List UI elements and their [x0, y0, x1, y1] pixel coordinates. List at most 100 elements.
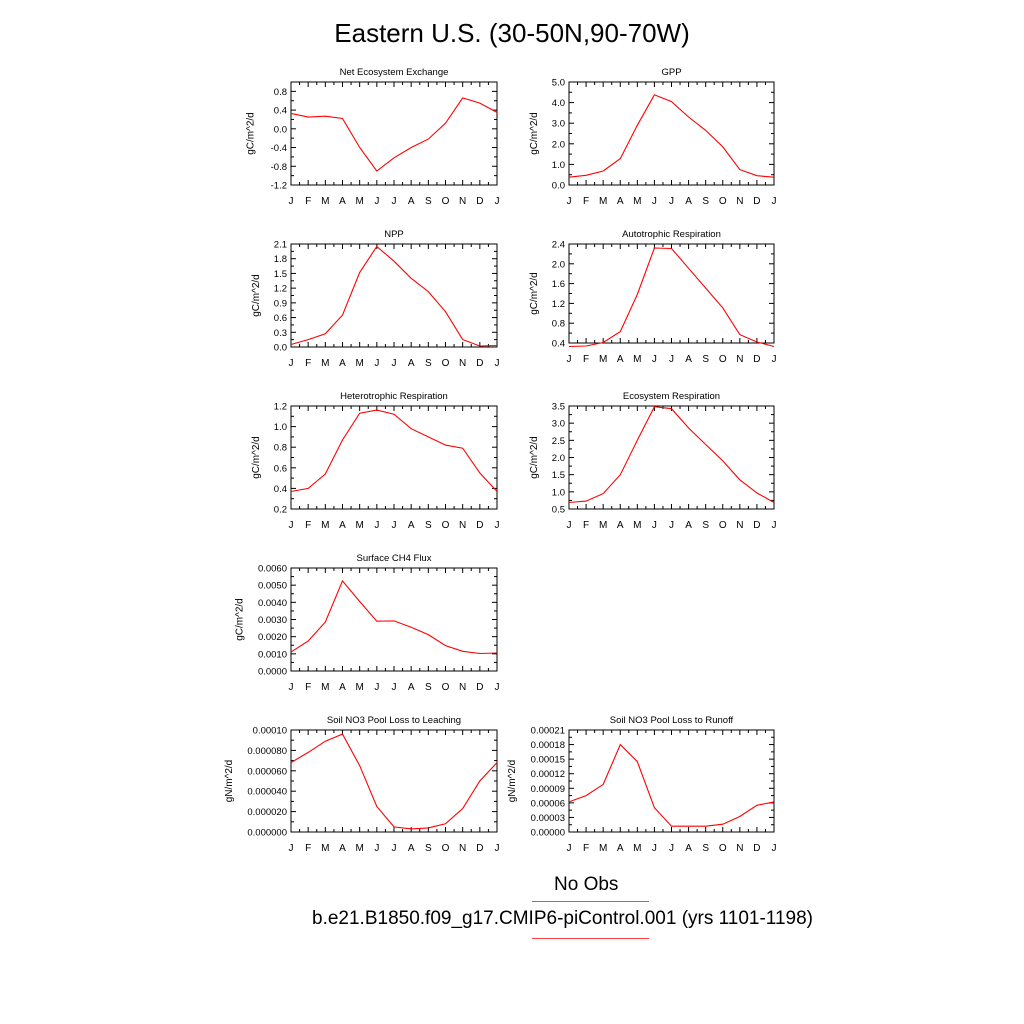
data-point — [411, 627, 412, 628]
x-tick-label: A — [339, 196, 346, 207]
y-tick-label: 0.5 — [552, 505, 565, 516]
x-tick-label: A — [617, 843, 624, 854]
x-tick-label: J — [289, 358, 294, 369]
y-axis-label: gC/m^2/d — [251, 436, 262, 479]
x-tick-label: A — [408, 843, 415, 854]
data-point — [756, 492, 757, 493]
x-tick-label: M — [355, 358, 363, 369]
x-tick-label: F — [305, 196, 311, 207]
x-tick-label: F — [583, 520, 589, 531]
data-point — [325, 473, 326, 474]
data-point — [654, 247, 655, 248]
x-tick-label: J — [392, 358, 397, 369]
data-point — [637, 440, 638, 441]
data-point — [393, 261, 394, 262]
data-point — [393, 620, 394, 621]
data-point — [756, 175, 757, 176]
x-tick-label: J — [374, 358, 379, 369]
y-tick-label: 0.9 — [274, 298, 287, 309]
x-tick-label: N — [459, 520, 466, 531]
y-tick-label: -0.8 — [271, 162, 287, 173]
y-tick-label: 0.0 — [274, 124, 287, 135]
x-tick-label: M — [355, 843, 363, 854]
x-tick-label: O — [442, 843, 450, 854]
x-tick-label: M — [599, 520, 607, 531]
y-tick-label: 0.00006 — [531, 798, 565, 809]
panel-title: Surface CH4 Flux — [357, 553, 432, 564]
data-point — [705, 826, 706, 827]
x-tick-label: D — [476, 520, 483, 531]
data-point — [359, 272, 360, 273]
legend-obs-label: No Obs — [554, 874, 619, 895]
data-point — [496, 491, 497, 492]
data-point — [376, 170, 377, 171]
data-point — [722, 460, 723, 461]
x-tick-label: J — [392, 196, 397, 207]
legend-obs-line — [532, 901, 649, 902]
data-point — [479, 780, 480, 781]
x-tick-label: M — [355, 520, 363, 531]
x-tick-label: J — [495, 843, 500, 854]
x-tick-label: D — [476, 843, 483, 854]
series-line — [568, 406, 775, 504]
y-tick-label: 0.00021 — [531, 726, 565, 737]
x-tick-label: D — [476, 196, 483, 207]
data-point — [359, 765, 360, 766]
x-tick-label: O — [719, 520, 727, 531]
y-tick-label: 0.000040 — [247, 787, 287, 798]
x-tick-label: J — [392, 682, 397, 693]
y-tick-label: 2.4 — [552, 240, 565, 251]
y-tick-label: 0.0060 — [258, 564, 287, 575]
x-tick-label: J — [652, 520, 657, 531]
y-tick-label: 0.6 — [274, 313, 287, 324]
x-tick-label: M — [633, 843, 641, 854]
y-tick-label: 0.0020 — [258, 632, 287, 643]
x-tick-label: A — [408, 682, 415, 693]
data-point — [722, 307, 723, 308]
panel-title: NPP — [384, 229, 404, 240]
data-point — [325, 333, 326, 334]
data-point — [620, 744, 621, 745]
data-point — [428, 291, 429, 292]
data-point — [479, 345, 480, 346]
data-point — [688, 268, 689, 269]
data-point — [290, 652, 291, 653]
x-tick-label: F — [305, 682, 311, 693]
y-axis-label: gC/m^2/d — [529, 272, 540, 315]
data-point — [637, 294, 638, 295]
x-tick-label: D — [753, 843, 760, 854]
y-tick-label: 4.0 — [552, 98, 565, 109]
data-point — [603, 493, 604, 494]
x-tick-label: N — [736, 520, 743, 531]
data-point — [411, 278, 412, 279]
panel-title: Heterotrophic Respiration — [340, 391, 448, 402]
x-tick-label: A — [339, 358, 346, 369]
x-tick-label: N — [736, 354, 743, 365]
y-axis-label: gC/m^2/d — [245, 112, 256, 155]
data-point — [756, 805, 757, 806]
x-tick-label: J — [772, 196, 777, 207]
panel-title: Net Ecosystem Exchange — [340, 67, 449, 78]
data-point — [479, 653, 480, 654]
data-point — [342, 580, 343, 581]
x-tick-label: O — [719, 354, 727, 365]
x-tick-label: J — [669, 196, 674, 207]
y-tick-label: 0.0010 — [258, 649, 287, 660]
data-point — [496, 112, 497, 113]
y-tick-label: 2.0 — [552, 259, 565, 270]
data-point — [342, 439, 343, 440]
data-point — [428, 436, 429, 437]
x-tick-label: J — [652, 196, 657, 207]
x-tick-label: J — [495, 520, 500, 531]
x-tick-label: N — [459, 196, 466, 207]
series-line — [290, 579, 498, 655]
x-tick-label: O — [719, 843, 727, 854]
y-tick-label: 1.0 — [552, 160, 565, 171]
y-axis-label: gC/m^2/d — [235, 598, 246, 641]
data-point — [411, 428, 412, 429]
x-tick-label: F — [305, 358, 311, 369]
